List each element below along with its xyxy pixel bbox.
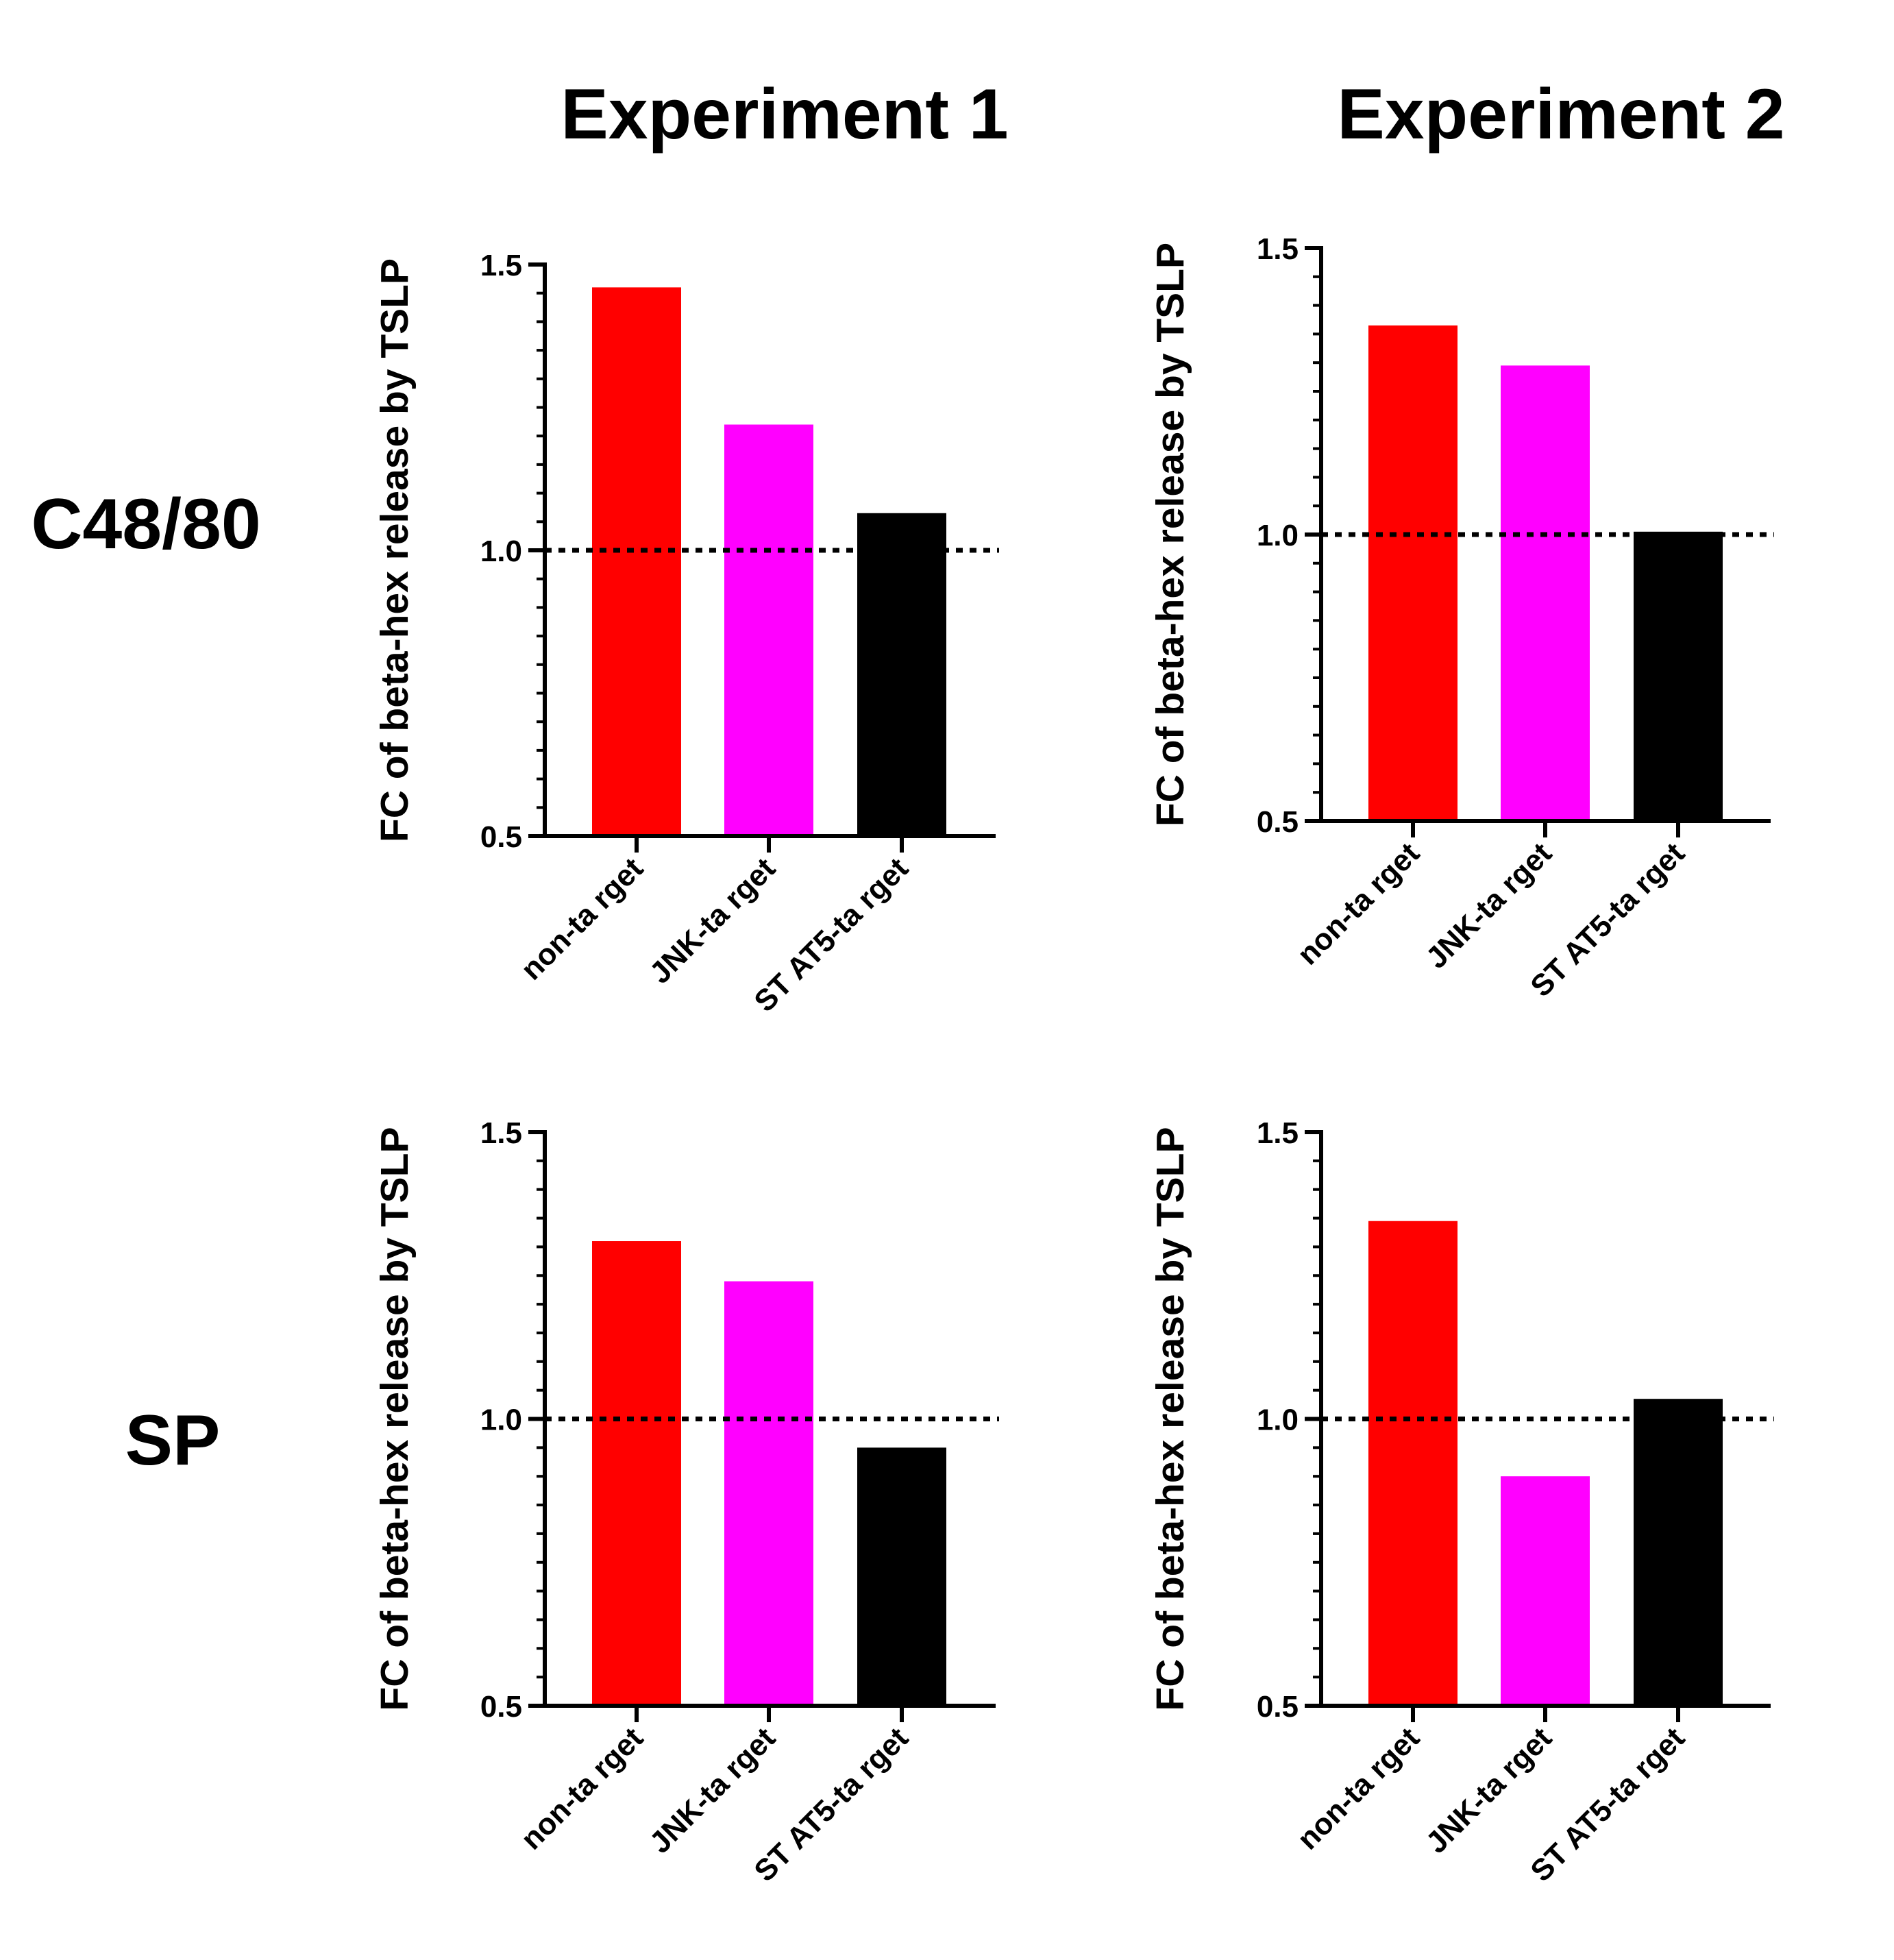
- category-label-jnk-target: JNK-ta rget: [1420, 836, 1559, 975]
- column-title-experiment-1: Experiment 1: [561, 75, 1008, 154]
- y-tick-label: 1.5: [480, 1116, 522, 1150]
- category-label-jnk-target: JNK-ta rget: [643, 1721, 783, 1860]
- row-label-sp: SP: [125, 1401, 221, 1480]
- category-label-jnk-target: JNK-ta rget: [1420, 1721, 1559, 1860]
- bar-non-target: [1368, 1221, 1458, 1706]
- bar-stat5-target: [857, 1447, 946, 1706]
- y-axis-title: FC of beta-hex release by TSLP: [373, 1127, 417, 1711]
- y-tick-label: 1.0: [1257, 1404, 1299, 1437]
- y-axis-title: FC of beta-hex release by TSLP: [373, 258, 417, 842]
- y-tick-label: 0.5: [1257, 805, 1299, 839]
- bar-non-target: [592, 1241, 681, 1706]
- row-label-c48-80: C48/80: [31, 485, 260, 564]
- category-label-non-target: non-ta rget: [1291, 836, 1426, 971]
- y-tick-label: 0.5: [480, 1690, 522, 1724]
- y-tick-label: 0.5: [480, 820, 522, 854]
- y-tick-label: 1.5: [480, 249, 522, 282]
- y-tick-label: 1.5: [1257, 1116, 1299, 1150]
- bar-non-target: [1368, 325, 1458, 821]
- y-tick-label: 1.0: [480, 535, 522, 568]
- category-label-non-target: non-ta rget: [1291, 1721, 1426, 1856]
- bar-jnk-target: [724, 424, 813, 836]
- category-label-non-target: non-ta rget: [515, 1721, 650, 1856]
- y-tick-label: 1.5: [1257, 232, 1299, 266]
- category-label-non-target: non-ta rget: [515, 851, 650, 986]
- column-title-experiment-2: Experiment 2: [1337, 75, 1784, 154]
- y-tick-label: 1.0: [1257, 519, 1299, 552]
- bar-jnk-target: [1501, 1476, 1590, 1706]
- bar-non-target: [592, 287, 681, 836]
- y-axis-title: FC of beta-hex release by TSLP: [1148, 243, 1192, 826]
- bar-stat5-target: [857, 513, 946, 836]
- y-tick-label: 0.5: [1257, 1690, 1299, 1724]
- bar-jnk-target: [1501, 365, 1590, 821]
- y-axis-title: FC of beta-hex release by TSLP: [1148, 1127, 1192, 1711]
- bar-jnk-target: [724, 1281, 813, 1706]
- category-label-jnk-target: JNK-ta rget: [643, 851, 783, 990]
- bar-stat5-target: [1634, 531, 1723, 821]
- y-tick-label: 1.0: [480, 1404, 522, 1437]
- bar-stat5-target: [1634, 1399, 1723, 1706]
